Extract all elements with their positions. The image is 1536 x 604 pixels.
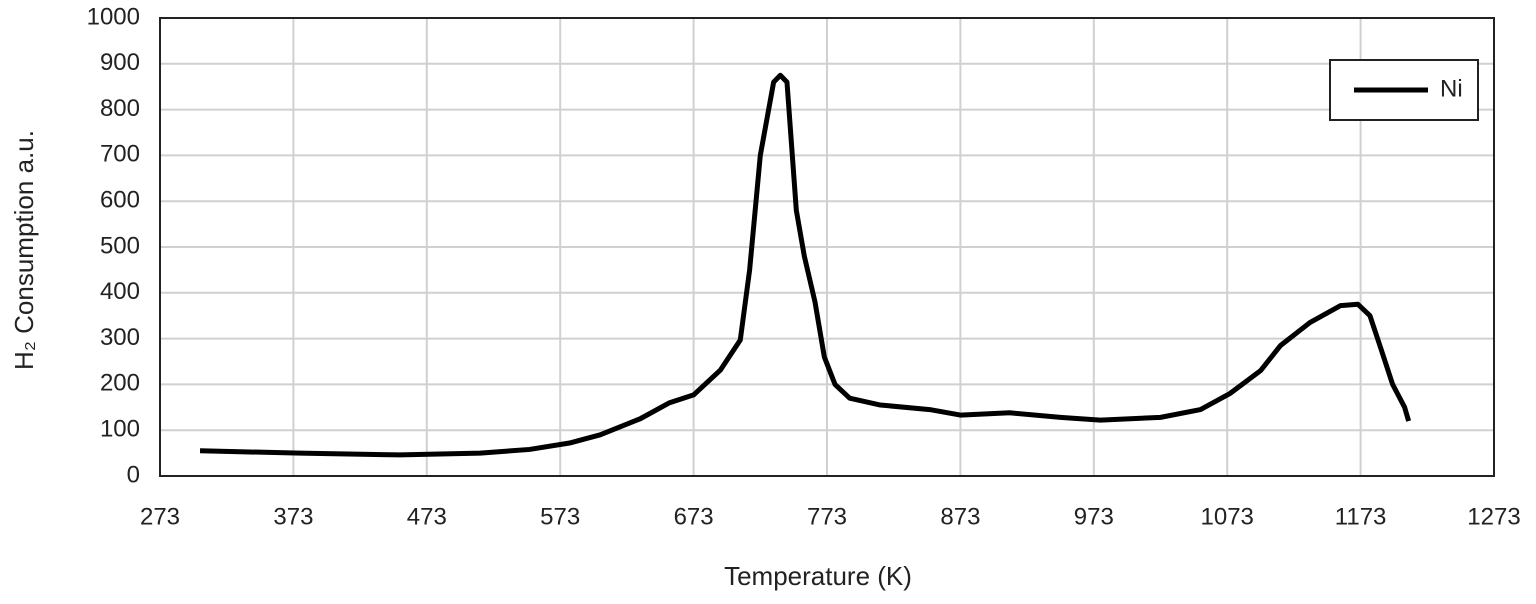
x-tick-label: 1273 bbox=[1467, 503, 1520, 530]
data-line bbox=[199, 72, 1412, 458]
y-tick-label: 800 bbox=[100, 95, 140, 122]
y-tick-label: 900 bbox=[100, 49, 140, 76]
y-tick-label: 1000 bbox=[87, 3, 140, 30]
x-tick-label: 773 bbox=[807, 503, 847, 530]
y-tick-label: 300 bbox=[100, 324, 140, 351]
y-tick-label: 400 bbox=[100, 278, 140, 305]
y-axis-label: H₂ Consumption a.u. bbox=[9, 130, 39, 370]
y-tick-label: 700 bbox=[100, 141, 140, 168]
x-tick-label: 873 bbox=[940, 503, 980, 530]
y-tick-label: 600 bbox=[100, 187, 140, 214]
x-tick-label: 1173 bbox=[1335, 503, 1387, 530]
y-tick-label: 100 bbox=[100, 416, 140, 443]
x-tick-label: 473 bbox=[407, 503, 447, 530]
legend-label: Ni bbox=[1440, 75, 1463, 102]
x-tick-label: 373 bbox=[273, 503, 313, 530]
x-tick-label: 273 bbox=[140, 503, 180, 530]
y-tick-label: 500 bbox=[100, 232, 140, 259]
x-axis-label: Temperature (K) bbox=[724, 561, 912, 591]
x-tick-label: 573 bbox=[540, 503, 580, 530]
x-tick-label: 673 bbox=[674, 503, 714, 530]
x-tick-label: 973 bbox=[1074, 503, 1114, 530]
y-tick-label: 0 bbox=[127, 461, 140, 488]
x-tick-label: 1073 bbox=[1201, 503, 1254, 530]
plot-border bbox=[159, 17, 1495, 477]
y-tick-label: 200 bbox=[100, 370, 140, 397]
